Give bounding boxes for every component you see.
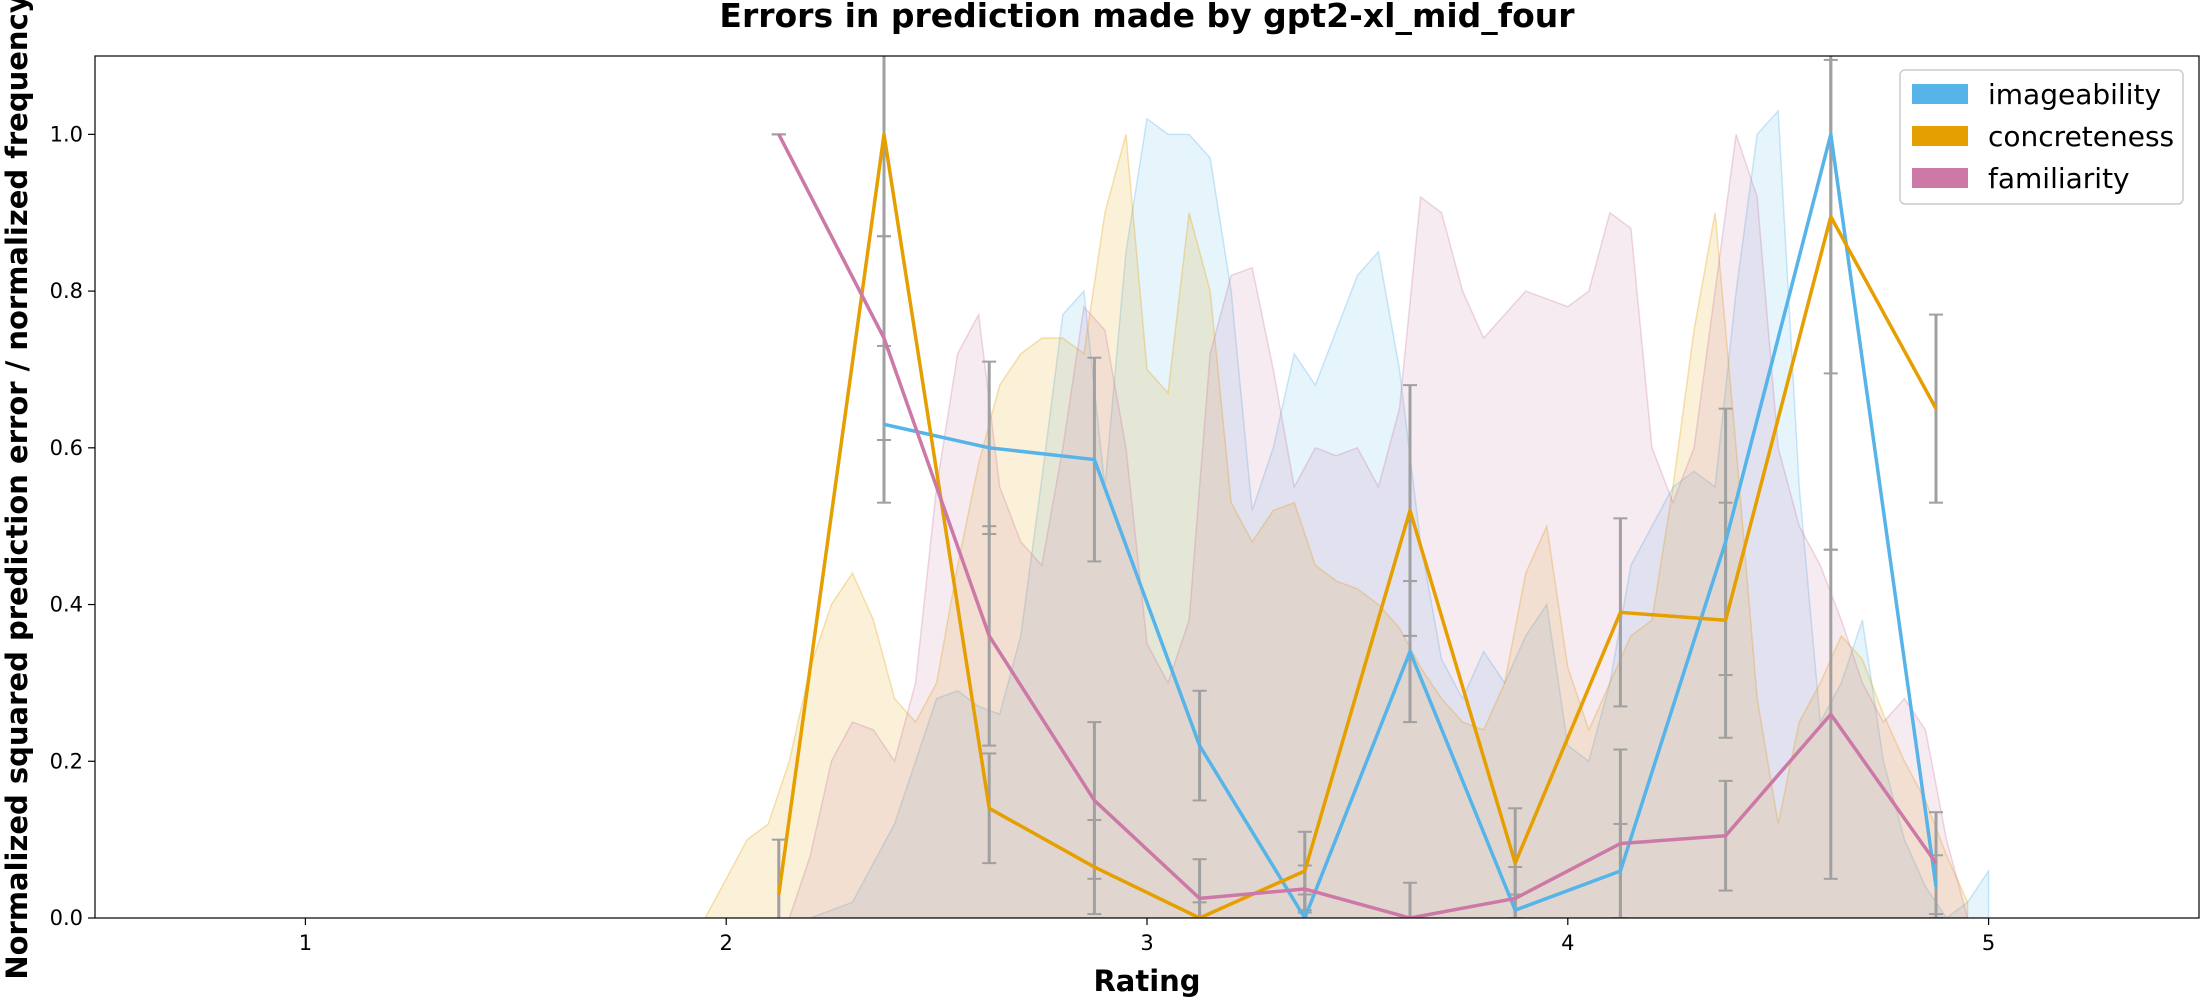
legend-box (1899, 69, 2184, 205)
series-line-imageability (883, 132, 1938, 918)
legend-swatch-familiarity (1912, 168, 1968, 188)
legend-swatch-imageability (1912, 84, 1968, 104)
frequency-area-imageability (810, 109, 1990, 918)
series-line-familiarity (777, 133, 1938, 918)
x-tick-label: 3 (1140, 931, 1153, 955)
y-tick-label: 0.8 (50, 279, 83, 303)
legend-label-imageability: imageability (1988, 78, 2161, 111)
legend-label-concreteness: concreteness (1988, 120, 2174, 153)
plot-area (704, 56, 1990, 918)
y-tick-label: 1.0 (50, 122, 83, 146)
x-tick-label: 2 (720, 931, 733, 955)
frequency-area-concreteness (704, 134, 1969, 918)
legend-label-familiarity: familiarity (1988, 162, 2130, 195)
chart-title: Errors in prediction made by gpt2-xl_mid… (719, 0, 1575, 35)
x-tick-label: 4 (1561, 931, 1574, 955)
y-tick-label: 0.0 (50, 906, 83, 930)
legend: imageability concreteness familiarity (1899, 69, 2184, 205)
x-tick-label: 1 (299, 931, 312, 955)
y-tick-label: 0.4 (50, 593, 83, 617)
axes: 1 2 3 4 5 0.0 0.2 0.4 0.6 0.8 1.0 (50, 122, 1996, 955)
legend-swatch-concreteness (1912, 126, 1968, 146)
x-axis-label: Rating (1093, 964, 1200, 998)
series-line-concreteness (777, 132, 1938, 918)
y-axis-label: Normalized squared prediction error / no… (0, 0, 34, 980)
x-tick-label: 5 (1982, 931, 1995, 955)
y-tick-label: 0.2 (50, 749, 83, 773)
y-tick-label: 0.6 (50, 436, 83, 460)
